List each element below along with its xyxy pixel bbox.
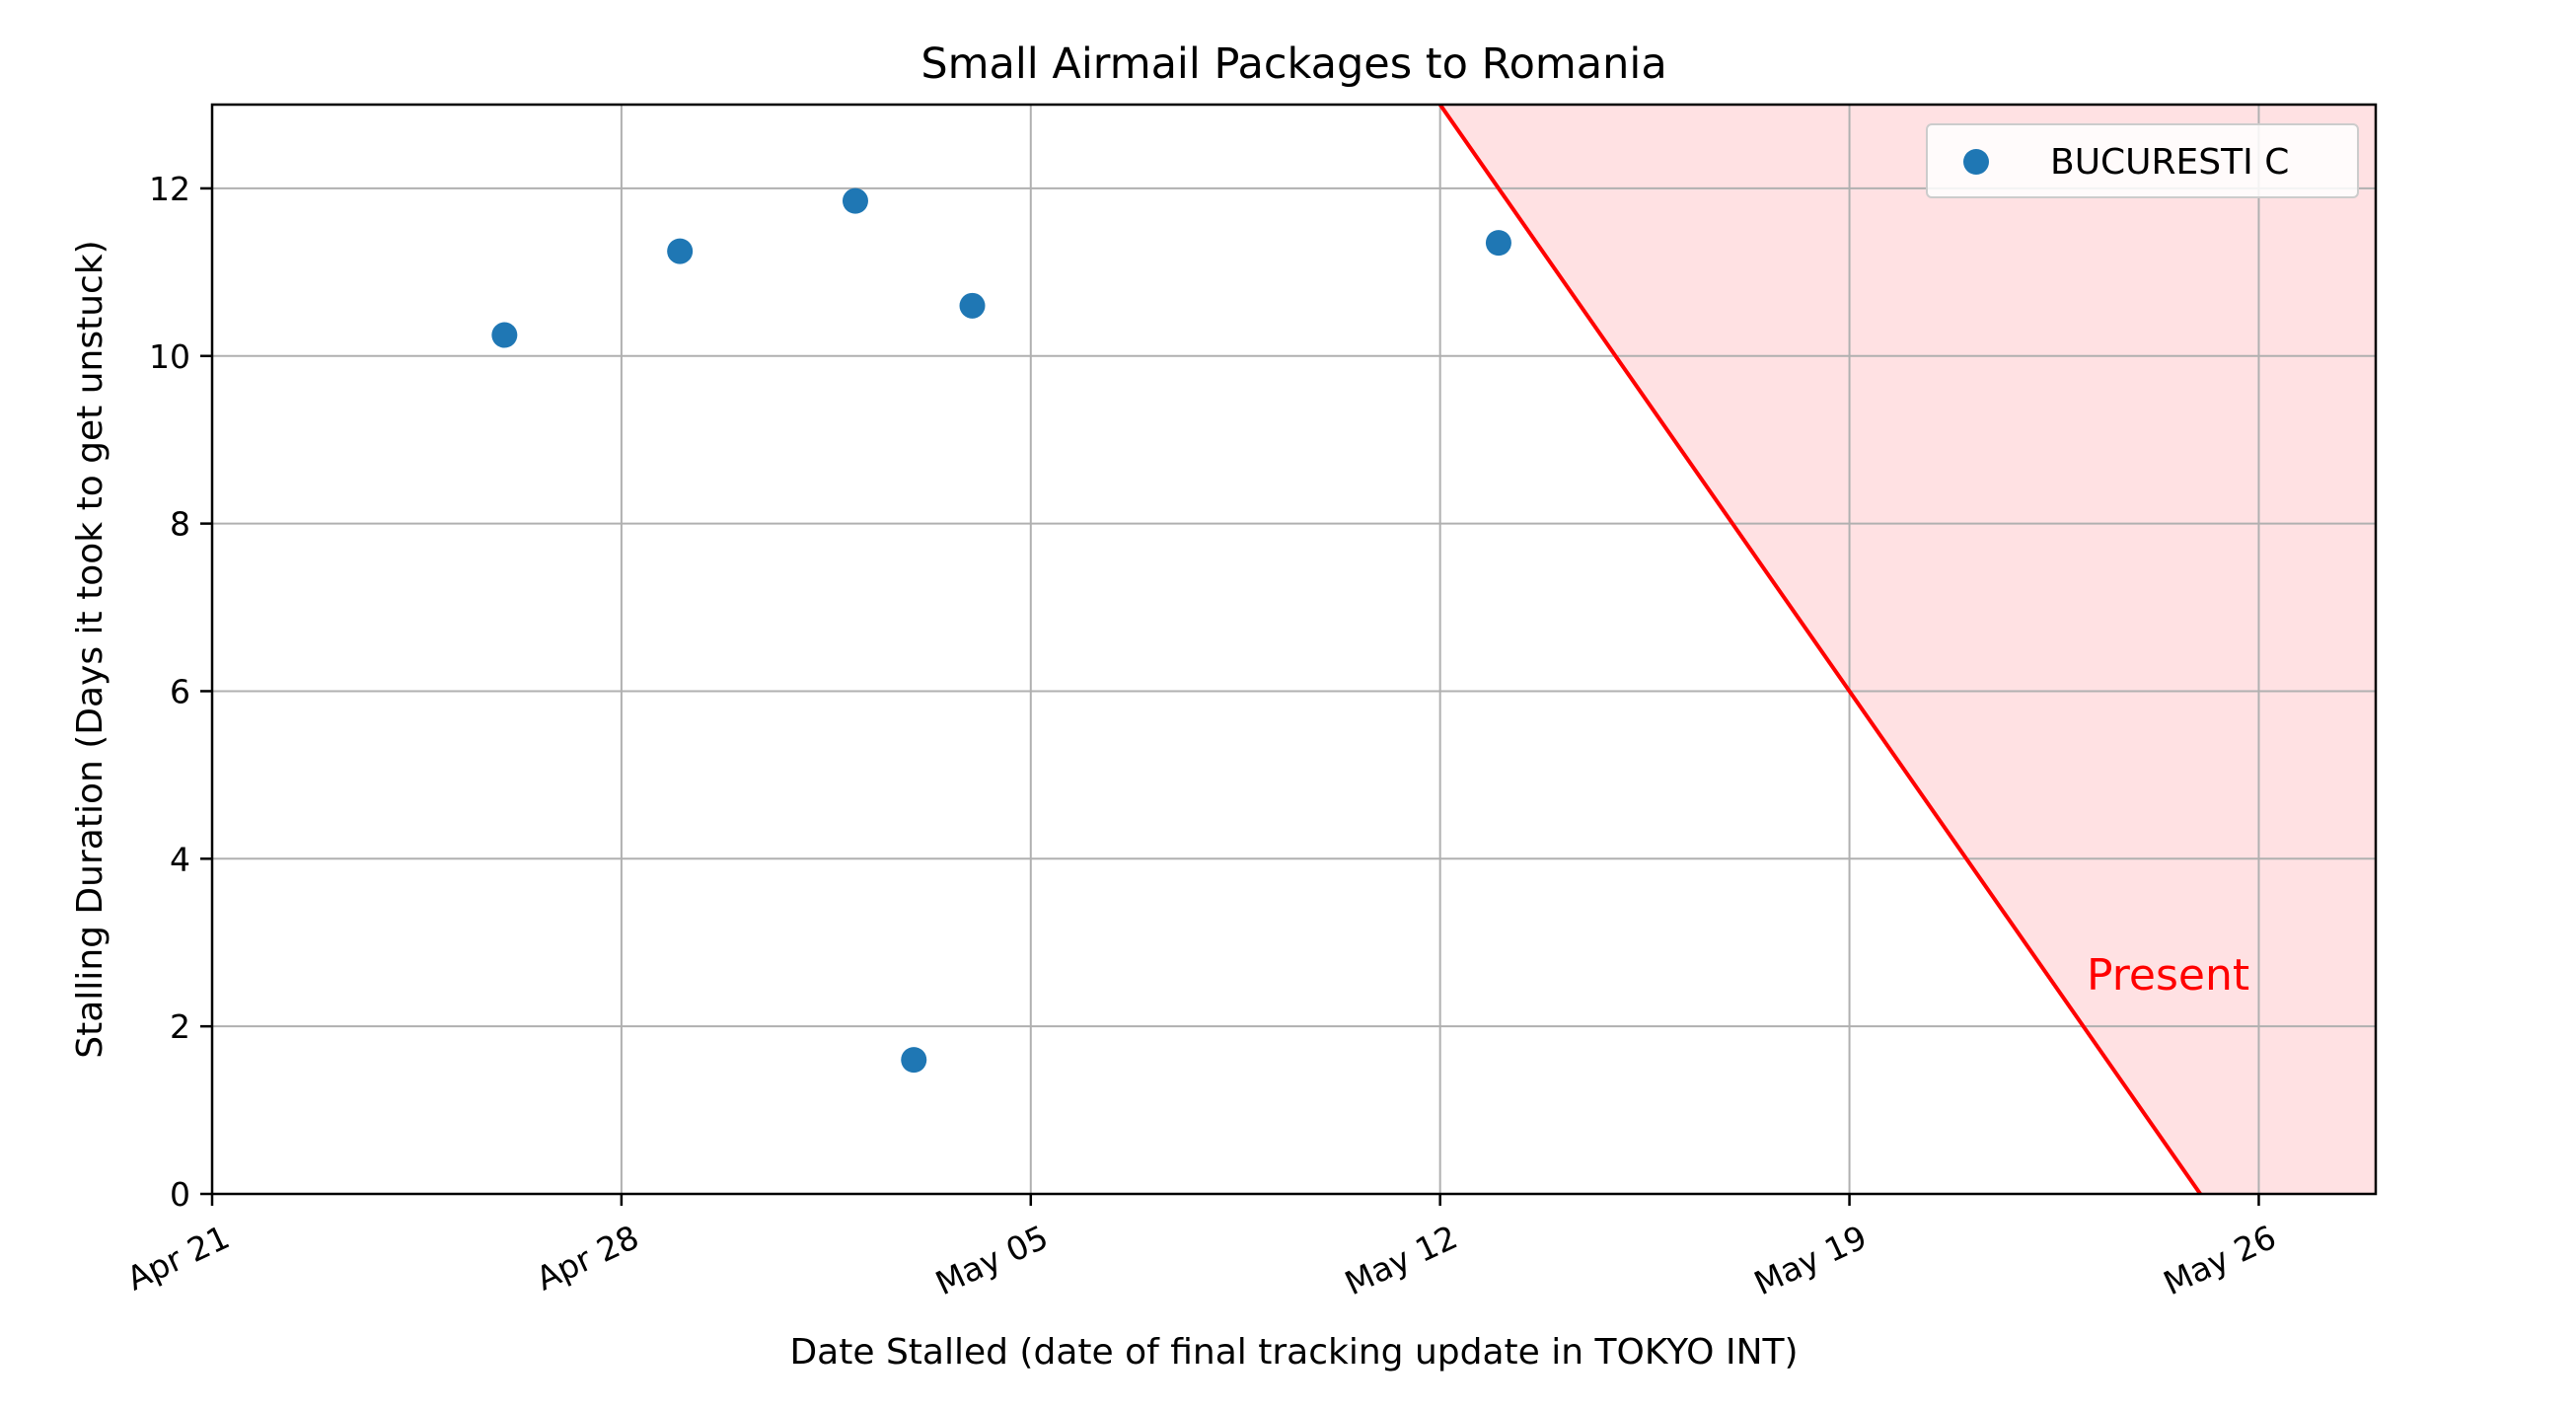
legend-box <box>1926 123 2359 198</box>
x-axis-label: Date Stalled (date of final tracking upd… <box>789 1332 1798 1373</box>
y-tick-label: 8 <box>170 505 190 544</box>
data-point <box>959 292 986 319</box>
y-axis-label: Stalling Duration (Days it took to get u… <box>70 240 110 1058</box>
data-point <box>491 322 518 348</box>
legend: BUCURESTI C <box>1926 123 2359 198</box>
present-label: Present <box>2087 950 2249 1001</box>
present-line <box>1438 103 2202 1196</box>
x-tick-label: Apr 21 <box>121 1218 236 1299</box>
legend-label: BUCURESTI C <box>2050 142 2289 183</box>
x-tick-label: May 05 <box>929 1218 1054 1302</box>
y-tick-label: 0 <box>170 1175 190 1214</box>
data-point <box>901 1047 927 1074</box>
legend-marker <box>1963 149 1989 175</box>
y-tick-label: 10 <box>149 337 190 376</box>
plot-frame <box>210 103 2378 1196</box>
y-tick-label: 4 <box>170 840 190 878</box>
y-tick-label: 2 <box>170 1007 190 1046</box>
chart-title: Small Airmail Packages to Romania <box>920 39 1666 89</box>
data-points <box>491 187 1511 1074</box>
x-tick-label: May 12 <box>1339 1218 1463 1302</box>
data-point <box>1485 230 1511 257</box>
x-tick-label: May 19 <box>1748 1218 1873 1302</box>
y-tick-label: 12 <box>149 170 190 208</box>
x-tick-label: May 26 <box>2158 1218 2282 1302</box>
data-point <box>667 238 694 264</box>
data-point <box>842 187 868 214</box>
x-tick-label: Apr 28 <box>530 1218 644 1299</box>
y-tick-label: 6 <box>170 672 190 710</box>
future-shaded-region <box>1439 105 2376 1194</box>
